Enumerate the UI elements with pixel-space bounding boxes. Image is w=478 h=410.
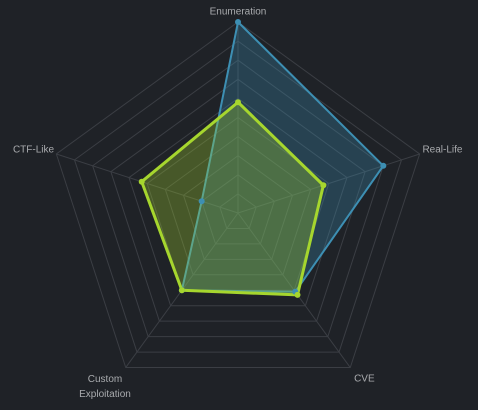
data-point [138, 178, 145, 185]
data-point [235, 99, 241, 106]
data-point [235, 19, 241, 25]
data-point [198, 198, 205, 205]
data-point [178, 287, 185, 294]
data-point [320, 182, 327, 189]
axis-label: CTF-Like [12, 144, 55, 156]
axis-label: Real-Life [422, 144, 463, 156]
grid-ring [128, 97, 348, 307]
axis-label: CVE [354, 373, 375, 385]
data-point [380, 162, 387, 169]
grid-ring [55, 21, 421, 369]
axis-label: Enumeration [209, 6, 267, 18]
grid-ring [201, 174, 275, 245]
grid-ring [164, 135, 312, 276]
data-point [294, 291, 301, 298]
grid-ring [182, 155, 294, 260]
axis-spoke [56, 153, 239, 214]
grid-ring [219, 193, 257, 229]
grid-ring [110, 78, 366, 322]
grid-ring [73, 40, 403, 353]
grid-ring [92, 59, 384, 338]
axis-label: Custom Exploitation [79, 374, 131, 400]
axis-spoke [237, 153, 420, 214]
series-area [140, 100, 325, 297]
